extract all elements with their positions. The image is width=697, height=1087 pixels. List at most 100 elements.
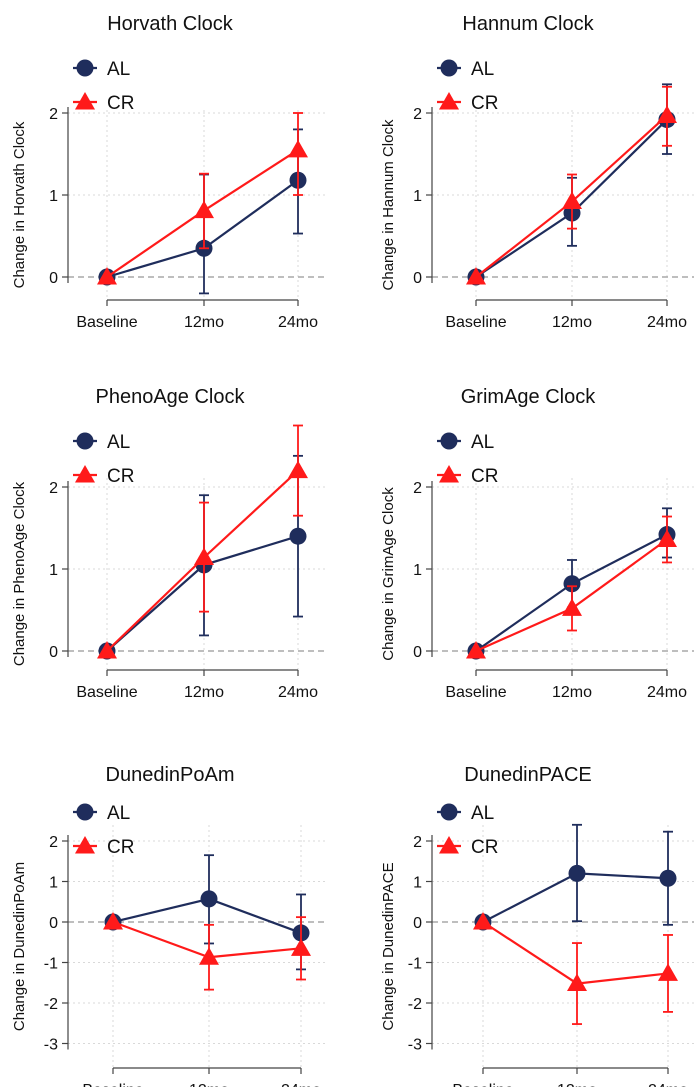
legend-marker: [75, 836, 95, 854]
legend-label: CR: [107, 93, 134, 114]
x-tick-label: Baseline: [445, 684, 506, 701]
legend-item-al: AL: [437, 59, 494, 80]
chart-panel-4: GrimAge Clock Change in GrimAge Clock 0 1 2 B…: [380, 386, 694, 701]
data-point-cr: [291, 938, 311, 956]
x-tick-label: Baseline: [76, 684, 137, 701]
legend-label: AL: [471, 803, 494, 824]
y-tick-label: 2: [49, 106, 58, 123]
data-point-cr: [194, 200, 214, 219]
y-tick-label: 1: [413, 188, 422, 205]
chart-title: PhenoAge Clock: [96, 386, 246, 408]
series-cr: [473, 912, 678, 1025]
y-tick-label: 0: [49, 915, 58, 932]
data-point-cr: [103, 912, 123, 930]
data-point-al: [563, 575, 581, 593]
data-point-cr: [466, 267, 486, 285]
legend-item-cr: CR: [437, 92, 498, 114]
series-line-cr: [482, 921, 669, 985]
y-tick-label: -3: [408, 1037, 422, 1054]
data-point-cr: [567, 973, 587, 992]
y-tick-label: 0: [413, 915, 422, 932]
y-tick-label: 2: [49, 480, 58, 497]
chart-title: DunedinPACE: [464, 764, 591, 786]
legend-label: CR: [471, 93, 498, 114]
y-tick-label: -3: [44, 1037, 58, 1054]
chart-panel-3: PhenoAge Clock Change in PhenoAge Clock 0 1…: [11, 386, 326, 701]
y-tick-label: 0: [413, 644, 422, 661]
y-tick-label: 0: [413, 270, 422, 287]
data-point-cr: [97, 267, 117, 285]
legend-label: AL: [471, 432, 494, 453]
legend-label: AL: [107, 59, 130, 80]
series-cr: [466, 85, 677, 285]
y-tick-label: -2: [408, 996, 422, 1013]
data-point-cr: [562, 191, 582, 210]
legend-label: AL: [107, 803, 130, 824]
series-al: [467, 507, 676, 660]
legend-item-cr: CR: [73, 465, 134, 487]
x-tick-label: 24mo: [281, 1082, 321, 1087]
legend-marker: [440, 59, 458, 77]
data-point-al: [289, 527, 307, 545]
y-tick-label: 1: [49, 875, 58, 892]
data-point-cr: [199, 947, 219, 965]
legend-item-cr: CR: [73, 836, 134, 858]
legend-label: AL: [471, 59, 494, 80]
legend-item-cr: CR: [73, 92, 134, 114]
x-tick-label: 12mo: [552, 314, 592, 331]
data-point-cr: [473, 912, 493, 930]
legend-marker: [439, 836, 459, 854]
x-tick-label: 12mo: [189, 1082, 229, 1087]
legend-item-al: AL: [73, 59, 130, 80]
data-point-al: [200, 890, 218, 908]
x-tick-label: 12mo: [184, 684, 224, 701]
data-point-cr: [288, 460, 308, 479]
y-tick-label: -1: [408, 956, 422, 973]
chart-panel-2: Hannum Clock Change in Hannum Clock 0 1 2 Bas…: [380, 13, 694, 331]
legend-label: CR: [471, 466, 498, 487]
y-tick-label: 0: [49, 644, 58, 661]
legend-marker: [440, 803, 458, 821]
legend-item-al: AL: [73, 432, 130, 453]
y-axis-label: Change in Hannum Clock: [380, 119, 397, 290]
y-tick-label: 2: [49, 834, 58, 851]
y-tick-label: 0: [49, 270, 58, 287]
data-point-al: [568, 864, 586, 882]
chart-title: DunedinPoAm: [106, 764, 235, 786]
x-tick-label: Baseline: [82, 1082, 143, 1087]
x-tick-label: 24mo: [647, 684, 687, 701]
y-tick-label: 2: [413, 480, 422, 497]
legend-marker: [439, 92, 459, 110]
legend-label: CR: [107, 466, 134, 487]
data-point-cr: [562, 598, 582, 616]
legend-marker: [439, 465, 459, 483]
y-axis-label: Change in DunedinPACE: [380, 862, 397, 1030]
chart-panel-1: Horvath Clock Change in Horvath Clock 0 1 2 B…: [11, 13, 326, 331]
chart-panel-5: DunedinPoAm Change in DunedinPoAm -3 -2 -1 0 1…: [11, 764, 326, 1087]
legend-label: CR: [107, 837, 134, 858]
legend-marker: [75, 92, 95, 110]
data-point-cr: [194, 547, 214, 566]
data-point-cr: [658, 963, 678, 981]
legend-item-cr: CR: [437, 465, 498, 487]
legend-label: AL: [107, 432, 130, 453]
legend-marker: [75, 465, 95, 483]
legend-item-al: AL: [437, 432, 494, 453]
x-tick-label: 12mo: [557, 1082, 597, 1087]
chart-title: Horvath Clock: [107, 13, 234, 35]
data-point-cr: [466, 641, 486, 659]
series-cr: [97, 424, 308, 659]
y-tick-label: 1: [413, 875, 422, 892]
data-point-al: [659, 869, 677, 887]
y-tick-label: -1: [44, 956, 58, 973]
chart-panel-6: DunedinPACE Change in DunedinPACE -3 -2 -1 0 1…: [380, 764, 694, 1087]
legend-label: CR: [471, 837, 498, 858]
legend-marker: [440, 432, 458, 450]
data-point-cr: [657, 105, 677, 123]
y-tick-label: -2: [44, 996, 58, 1013]
x-tick-label: 24mo: [278, 314, 318, 331]
legend-marker: [76, 59, 94, 77]
chart-title: GrimAge Clock: [461, 386, 596, 408]
data-point-cr: [97, 641, 117, 659]
